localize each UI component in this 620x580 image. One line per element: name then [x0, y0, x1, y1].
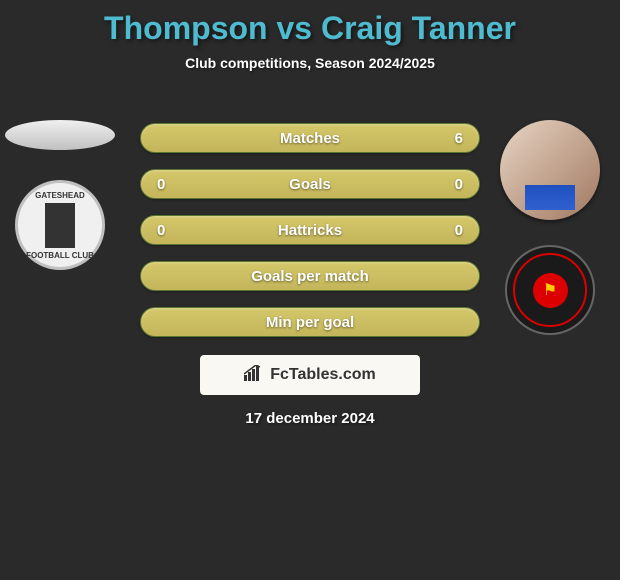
stat-label: Hattricks [278, 222, 342, 239]
stat-label: Goals per match [251, 268, 369, 285]
stat-row-hattricks: 0 Hattricks 0 [140, 215, 480, 245]
branding-text: FcTables.com [270, 366, 376, 384]
club-left-name-bottom: FOOTBALL CLUB [26, 251, 94, 260]
player-left-section: GATESHEAD FOOTBALL CLUB [5, 120, 115, 270]
player-right-avatar [500, 120, 600, 220]
club-right-logo [505, 245, 595, 335]
club-left-name-top: GATESHEAD [35, 191, 85, 200]
stat-left-value: 0 [157, 222, 177, 239]
stat-label: Min per goal [266, 314, 354, 331]
stat-label: Goals [289, 176, 331, 193]
stat-label: Matches [280, 130, 340, 147]
date-label: 17 december 2024 [245, 410, 374, 427]
stats-container: Matches 6 0 Goals 0 0 Hattricks 0 Goals … [140, 123, 480, 353]
player-left-avatar [5, 120, 115, 150]
stat-row-matches: Matches 6 [140, 123, 480, 153]
stat-row-goals-per-match: Goals per match [140, 261, 480, 291]
comparison-subtitle: Club competitions, Season 2024/2025 [0, 55, 620, 71]
club-left-logo: GATESHEAD FOOTBALL CLUB [15, 180, 105, 270]
stat-right-value: 0 [443, 222, 463, 239]
stat-right-value: 6 [443, 130, 463, 147]
branding-box[interactable]: FcTables.com [200, 355, 420, 395]
chart-icon [244, 365, 264, 386]
club-right-inner-icon [533, 273, 568, 308]
club-left-silhouette-icon [45, 203, 75, 248]
stat-row-goals: 0 Goals 0 [140, 169, 480, 199]
stat-right-value: 0 [443, 176, 463, 193]
stat-left-value: 0 [157, 176, 177, 193]
comparison-title: Thompson vs Craig Tanner [0, 0, 620, 47]
stat-row-min-per-goal: Min per goal [140, 307, 480, 337]
player-right-section [500, 120, 600, 335]
